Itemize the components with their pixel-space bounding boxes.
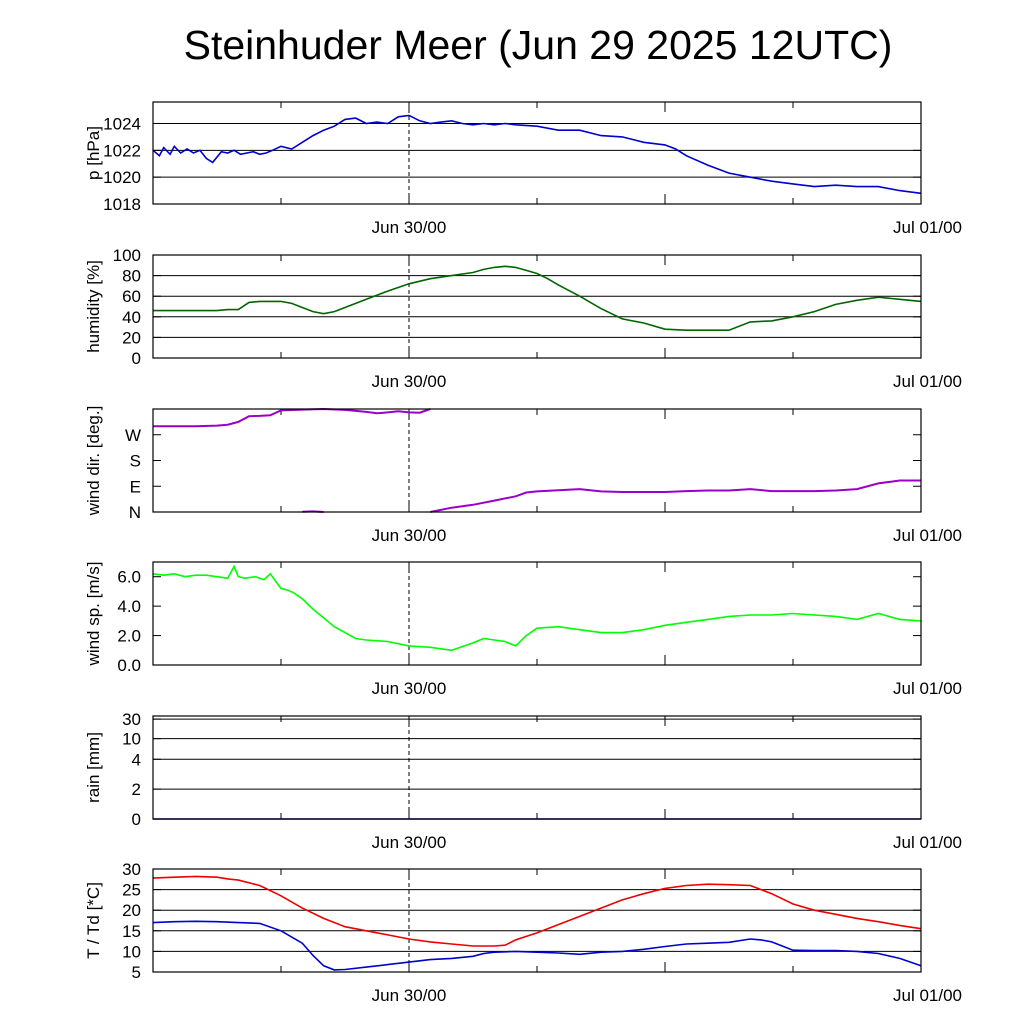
x-tick-label: Jul 01/00 — [893, 218, 962, 237]
y-tick-label: 1020 — [103, 168, 141, 187]
series-line-wind_speed-0 — [152, 564, 922, 652]
y-tick-label: E — [130, 477, 141, 496]
y-tick-label: 30 — [122, 860, 141, 879]
series-line-temperature-1 — [152, 920, 922, 971]
y-tick-label: 1024 — [103, 114, 141, 133]
y-tick-label: 2.0 — [117, 627, 141, 646]
y-tick-label: 25 — [122, 881, 141, 900]
x-tick-label: Jul 01/00 — [893, 986, 962, 1005]
plot-frame — [152, 868, 922, 973]
y-tick-label: 15 — [122, 922, 141, 941]
x-tick-label: Jul 01/00 — [893, 679, 962, 698]
x-tick-label: Jun 30/00 — [372, 986, 447, 1005]
series-line-temperature-0 — [152, 875, 922, 947]
y-axis-label: p [hPa] — [84, 126, 103, 180]
series-line-pressure-0 — [152, 114, 922, 195]
plot-frame — [152, 254, 922, 359]
y-axis-label: rain [mm] — [84, 732, 103, 803]
x-tick-label: Jun 30/00 — [372, 679, 447, 698]
y-tick-label: 20 — [122, 328, 141, 347]
y-tick-label: 40 — [122, 308, 141, 327]
chart-title: Steinhuder Meer (Jun 29 2025 12UTC) — [183, 22, 893, 68]
x-tick-label: Jun 30/00 — [372, 372, 447, 391]
y-axis-label: T / Td [*C] — [84, 882, 103, 959]
y-tick-label: W — [125, 426, 141, 445]
y-tick-label: 4 — [132, 750, 141, 769]
y-tick-label: 5 — [132, 963, 141, 982]
y-axis-label: wind dir. [deg.] — [84, 406, 103, 517]
plot-frame — [152, 101, 922, 205]
x-tick-label: Jul 01/00 — [893, 833, 962, 852]
y-tick-label: 100 — [113, 246, 141, 265]
plot-frame — [152, 408, 922, 513]
y-tick-label: 0.0 — [117, 656, 141, 675]
y-tick-label: S — [130, 452, 141, 471]
plot-frame — [152, 561, 922, 666]
panel-wind_speed: 0.0 2.0 4.0 6.0 wind sp. [m/s] Jun 30/00 Jul 0… — [84, 561, 962, 698]
y-tick-label: 4.0 — [117, 597, 141, 616]
y-axis-label: wind sp. [m/s] — [84, 562, 103, 667]
y-tick-label: 10 — [122, 942, 141, 961]
y-tick-label: 0 — [132, 810, 141, 829]
y-tick-label: 60 — [122, 287, 141, 306]
x-tick-label: Jun 30/00 — [372, 833, 447, 852]
y-axis-label: humidity [%] — [84, 260, 103, 353]
x-tick-label: Jul 01/00 — [893, 526, 962, 545]
y-tick-label: 6.0 — [117, 568, 141, 587]
plot-frame — [152, 715, 922, 820]
y-tick-label: 1022 — [103, 141, 141, 160]
y-tick-label: 80 — [122, 267, 141, 286]
y-tick-label: 30 — [122, 710, 141, 729]
y-tick-label: 10 — [122, 730, 141, 749]
y-tick-label: N — [129, 503, 141, 522]
series-line-wind_direction-2 — [430, 479, 921, 513]
y-tick-label: 0 — [132, 349, 141, 368]
series-line-wind_direction-0 — [153, 407, 431, 428]
x-tick-label: Jul 01/00 — [893, 372, 962, 391]
x-tick-label: Jun 30/00 — [372, 526, 447, 545]
series-line-humidity-0 — [153, 265, 922, 331]
y-tick-label: 1018 — [103, 195, 141, 214]
y-tick-label: 20 — [122, 901, 141, 920]
x-tick-label: Jun 30/00 — [372, 218, 447, 237]
y-tick-label: 2 — [132, 780, 141, 799]
